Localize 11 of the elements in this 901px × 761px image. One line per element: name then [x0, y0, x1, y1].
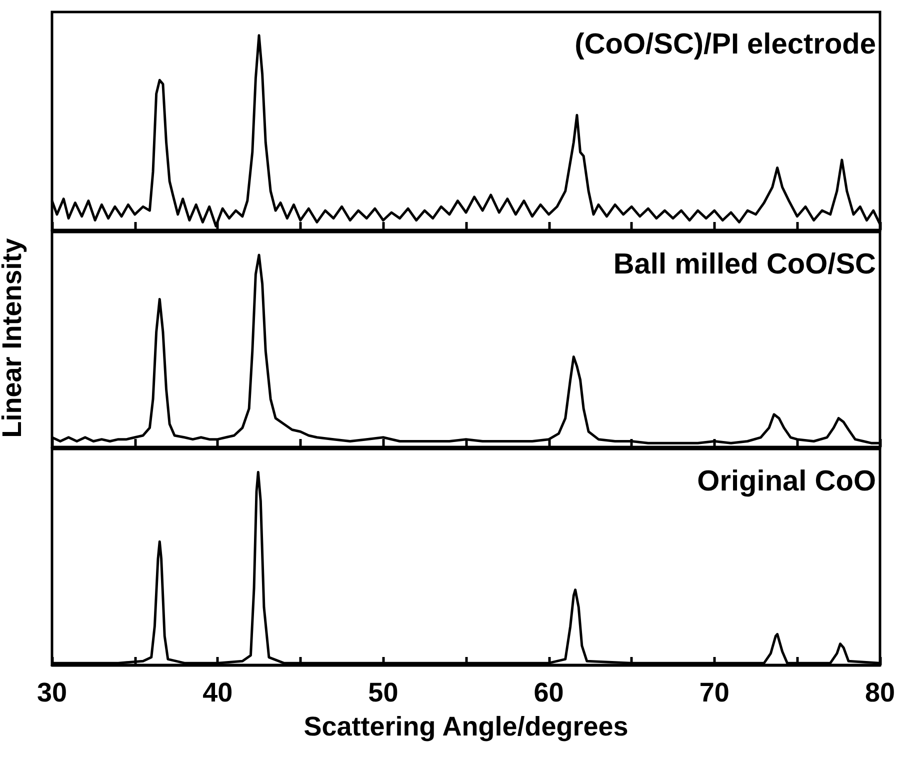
x-tick-label: 60: [534, 678, 564, 708]
annotation: Original CoO: [697, 466, 876, 498]
x-tick-label: 50: [368, 678, 398, 708]
annotation: Ball milled CoO/SC: [613, 248, 876, 280]
x-axis-title: Scattering Angle/degrees: [304, 712, 628, 742]
x-tick-label: 70: [699, 678, 730, 708]
annotation: (CoO/SC)/PI electrode: [574, 28, 876, 60]
y-axis-title: Linear Intensity: [0, 238, 27, 438]
x-tick-label: 30: [36, 678, 68, 708]
x-tick-label: 80: [864, 678, 896, 708]
x-tick-label: 40: [202, 678, 233, 708]
